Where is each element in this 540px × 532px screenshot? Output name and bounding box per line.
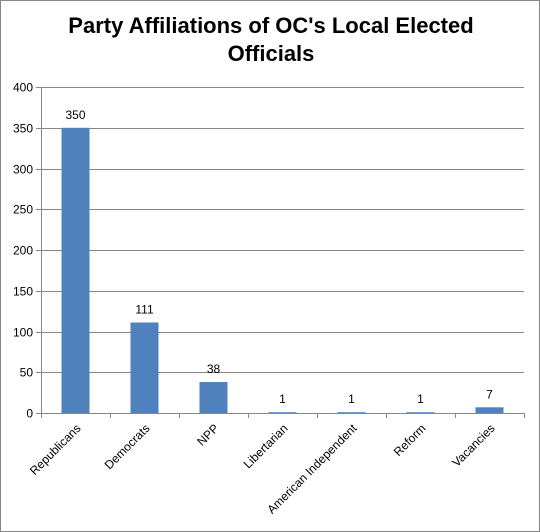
y-tick-label: 150 <box>13 285 33 299</box>
x-tick-label: Libertarian <box>241 421 291 471</box>
data-label: 1 <box>348 392 355 406</box>
data-label: 1 <box>279 392 286 406</box>
chart-title: Party Affiliations of OC's Local Elected… <box>68 13 474 66</box>
y-tick-label: 100 <box>13 326 33 340</box>
y-tick-label: 350 <box>13 122 33 136</box>
y-tick-label: 0 <box>26 407 33 421</box>
data-label: 350 <box>65 108 85 122</box>
bar-libertarian <box>268 412 297 413</box>
y-tick-label: 200 <box>13 244 33 258</box>
y-tick-label: 50 <box>20 366 34 380</box>
bar-npp <box>199 382 228 413</box>
bar-democrats <box>130 322 159 413</box>
bar-vacancies <box>475 407 504 413</box>
data-label: 111 <box>135 303 154 317</box>
x-tick-label: Vacancies <box>449 421 497 469</box>
y-tick-label: 300 <box>13 163 33 177</box>
x-tick-label: Republicans <box>27 421 84 478</box>
bar-republicans <box>61 127 90 414</box>
y-tick-label: 250 <box>13 203 33 217</box>
bar-reform <box>406 412 435 413</box>
data-label: 1 <box>417 392 424 406</box>
x-tick-label: Democrats <box>102 421 153 472</box>
bar-american-independent <box>337 412 366 413</box>
y-tick-label: 400 <box>13 81 33 95</box>
x-tick-label: NPP <box>194 421 221 448</box>
data-label: 7 <box>486 387 493 401</box>
data-label: 38 <box>207 362 221 376</box>
x-tick-label: Reform <box>391 421 429 459</box>
